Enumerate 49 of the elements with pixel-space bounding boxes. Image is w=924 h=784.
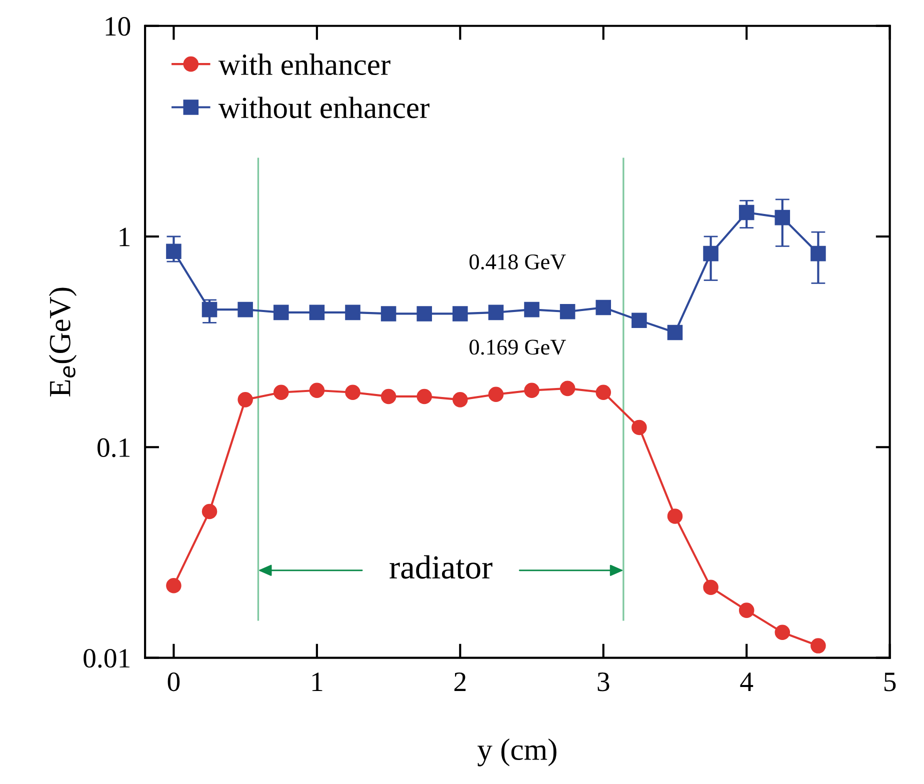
point (416, 388, 432, 404)
legend-label: with enhancer (218, 54, 390, 76)
x-tick-label: 5 (884, 672, 896, 692)
annotation: 0.169 GeV (470, 340, 566, 355)
point (488, 304, 504, 320)
point (667, 324, 683, 340)
point (202, 504, 218, 520)
point (238, 302, 253, 318)
x-tick-label: 4 (740, 672, 754, 691)
point (345, 304, 360, 320)
point (560, 380, 576, 396)
point (380, 388, 396, 404)
point (452, 306, 468, 322)
point (238, 392, 253, 408)
x-tick-label: 3 (598, 672, 610, 692)
legend-label: without enhancer (218, 96, 430, 118)
point (703, 580, 718, 595)
point (273, 384, 289, 400)
point (416, 306, 432, 322)
y-axis-title: E$_{e}$(GeV) (48, 288, 77, 397)
point (488, 386, 504, 402)
point (632, 420, 647, 436)
x-tick-label: 1 (312, 672, 322, 691)
y-tick-label: 10 (106, 17, 130, 36)
point (524, 382, 540, 398)
point (273, 304, 289, 320)
point (632, 312, 647, 328)
y-tick-label: 1 (120, 228, 130, 246)
point (524, 302, 540, 318)
point (452, 392, 468, 408)
point (345, 384, 360, 400)
point (166, 578, 182, 594)
x-tick-label: 0 (168, 672, 180, 692)
point (774, 624, 790, 640)
point (560, 304, 576, 320)
point (380, 306, 396, 322)
point (810, 638, 826, 654)
annotation: 0.418 GeV (470, 254, 566, 270)
point (309, 382, 325, 398)
point (596, 384, 612, 400)
x-axis-title: y (cm) (478, 738, 556, 766)
point (309, 304, 325, 320)
point (596, 300, 612, 316)
annotation: radiator (390, 555, 492, 579)
point (738, 602, 754, 618)
point (667, 508, 683, 524)
x-tick-label: 2 (454, 672, 466, 691)
y-tick-label: 0.1 (98, 438, 130, 458)
y-tick-label: 0.01 (84, 648, 130, 668)
